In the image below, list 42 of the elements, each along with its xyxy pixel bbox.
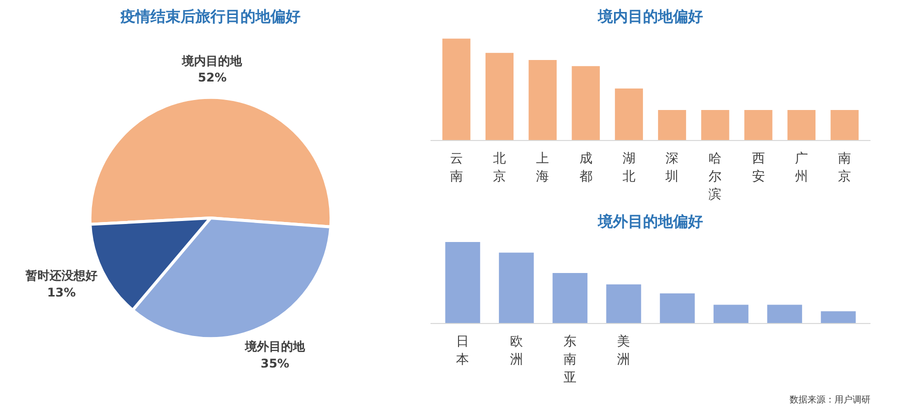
bar <box>614 88 643 140</box>
chart-title: 境外目的地偏好 <box>597 212 703 230</box>
chart-title: 境内目的地偏好 <box>597 8 703 26</box>
slice-label: 暂时还没想好 <box>24 268 98 283</box>
x-tick-label: 哈尔滨 <box>708 152 722 202</box>
bar <box>528 60 557 140</box>
data-label: 52% <box>198 70 227 85</box>
bar <box>820 311 856 324</box>
x-tick-label: 广州 <box>794 152 808 184</box>
x-tick-label: 云南 <box>450 152 463 184</box>
chart-title: 疫情结束后旅行目的地偏好 <box>120 8 300 26</box>
bar <box>606 284 642 324</box>
x-tick-label: 西安 <box>752 152 765 184</box>
bar <box>658 110 686 140</box>
data-label: 35% <box>260 356 290 370</box>
bar <box>486 52 514 140</box>
bar <box>830 110 859 140</box>
x-tick-label: 成都 <box>579 152 592 184</box>
x-tick-label: 欧洲 <box>510 334 523 368</box>
slice-label: 境外目的地 <box>244 340 306 354</box>
bar <box>714 304 748 324</box>
x-tick-label: 美洲 <box>617 334 630 368</box>
x-tick-label: 上海 <box>536 152 550 184</box>
x-tick-label: 日本 <box>456 334 470 368</box>
bar <box>787 110 816 140</box>
bar <box>660 293 695 324</box>
bar <box>767 304 802 324</box>
x-tick-label: 南京 <box>838 152 852 184</box>
bar <box>442 38 470 140</box>
bar <box>744 110 772 140</box>
bar <box>445 242 480 324</box>
bar <box>572 66 600 140</box>
x-tick-label: 北京 <box>493 152 506 184</box>
x-tick-label: 湖北 <box>622 152 636 184</box>
bar <box>498 252 534 324</box>
x-tick-label: 深圳 <box>664 152 679 184</box>
bar <box>701 110 730 140</box>
bar <box>552 272 588 324</box>
x-tick-label: 东南亚 <box>564 334 577 386</box>
source-note: 数据来源：用户调研 <box>790 394 870 406</box>
slice-label: 境内目的地 <box>181 54 244 68</box>
data-label: 13% <box>47 286 76 300</box>
